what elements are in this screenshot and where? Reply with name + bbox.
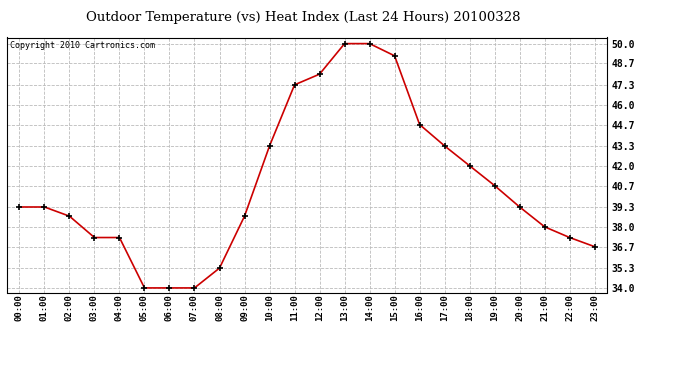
Text: Copyright 2010 Cartronics.com: Copyright 2010 Cartronics.com: [10, 41, 155, 50]
Text: Outdoor Temperature (vs) Heat Index (Last 24 Hours) 20100328: Outdoor Temperature (vs) Heat Index (Las…: [86, 11, 521, 24]
